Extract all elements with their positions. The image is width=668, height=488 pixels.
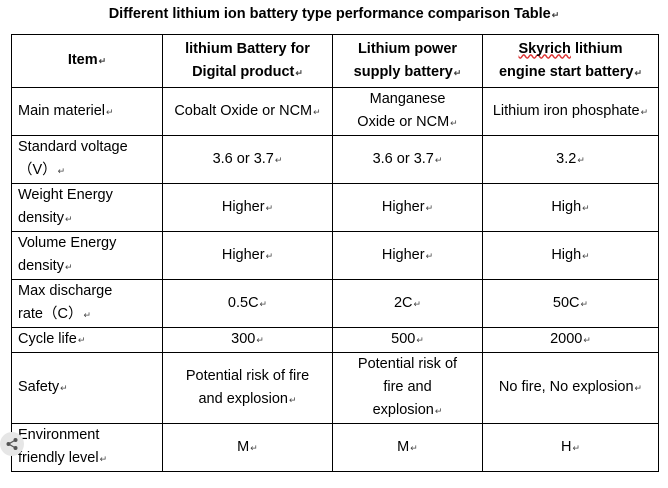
cell-engine: 50C↵ bbox=[482, 279, 659, 328]
comparison-table: Item↵ lithium Battery for Digital produc… bbox=[11, 34, 659, 472]
cell-engine: Lithium iron phosphate↵ bbox=[482, 87, 659, 136]
row-label: Max discharge rate（C）↵ bbox=[11, 279, 163, 328]
row-label: Volume Energy density↵ bbox=[11, 231, 163, 280]
row-label: Cycle life↵ bbox=[11, 327, 163, 353]
share-icon bbox=[6, 438, 18, 450]
cell-digital: Potential risk of fire and explosion↵ bbox=[162, 352, 333, 424]
header-item: Item↵ bbox=[11, 34, 163, 88]
cell-engine: High↵ bbox=[482, 183, 659, 232]
cell-digital: Cobalt Oxide or NCM↵ bbox=[162, 87, 333, 136]
row-label: Environment friendly level↵ bbox=[11, 423, 163, 472]
header-engine-start: Skyrich lithium engine start battery↵ bbox=[482, 34, 659, 88]
share-badge[interactable] bbox=[0, 432, 24, 456]
cell-digital: 300↵ bbox=[162, 327, 333, 353]
cell-power: Potential risk of fire and explosion↵ bbox=[332, 352, 483, 424]
table-row: Safety↵ Potential risk of fire and explosi… bbox=[11, 352, 659, 424]
brand-name: Skyrich bbox=[518, 40, 571, 57]
cell-digital: Higher↵ bbox=[162, 231, 333, 280]
cell-power: 3.6 or 3.7↵ bbox=[332, 135, 483, 184]
cell-digital: Higher↵ bbox=[162, 183, 333, 232]
header-row: Item↵ lithium Battery for Digital produc… bbox=[11, 34, 659, 88]
table-row: Weight Energy density↵ Higher↵ Higher↵ High↵ bbox=[11, 183, 659, 232]
cell-power: Higher↵ bbox=[332, 183, 483, 232]
table-row: Volume Energy density↵ Higher↵ Higher↵ High↵ bbox=[11, 231, 659, 280]
cell-power: 2C↵ bbox=[332, 279, 483, 328]
cell-power: Manganese Oxide or NCM↵ bbox=[332, 87, 483, 136]
table-row: Standard voltage （V）↵ 3.6 or 3.7↵ 3.6 or 3.… bbox=[11, 135, 659, 184]
cell-digital: 0.5C↵ bbox=[162, 279, 333, 328]
header-digital-product: lithium Battery for Digital product↵ bbox=[162, 34, 333, 88]
cell-digital: 3.6 or 3.7↵ bbox=[162, 135, 333, 184]
cell-power: M↵ bbox=[332, 423, 483, 472]
cell-engine: 3.2↵ bbox=[482, 135, 659, 184]
row-label: Standard voltage （V）↵ bbox=[11, 135, 163, 184]
cell-digital: M↵ bbox=[162, 423, 333, 472]
table-row: Cycle life↵ 300↵ 500↵ 2000↵ bbox=[11, 327, 659, 353]
row-label: Main materiel↵ bbox=[11, 87, 163, 136]
cell-power: 500↵ bbox=[332, 327, 483, 353]
cell-engine: No fire, No explosion↵ bbox=[482, 352, 659, 424]
row-label: Safety↵ bbox=[11, 352, 163, 424]
cell-power: Higher↵ bbox=[332, 231, 483, 280]
table-row: Main materiel↵ Cobalt Oxide or NCM↵ Mangan… bbox=[11, 87, 659, 136]
cell-engine: 2000↵ bbox=[482, 327, 659, 353]
row-label: Weight Energy density↵ bbox=[11, 183, 163, 232]
table-row: Environment friendly level↵ M↵ M↵ H↵ bbox=[11, 423, 659, 472]
cell-engine: H↵ bbox=[482, 423, 659, 472]
header-power-supply: Lithium power supply battery↵ bbox=[332, 34, 483, 88]
table-row: Max discharge rate（C）↵ 0.5C↵ 2C↵ 50C↵ bbox=[11, 279, 659, 328]
table-title: Different lithium ion battery type perfo… bbox=[108, 6, 560, 22]
cell-engine: High↵ bbox=[482, 231, 659, 280]
